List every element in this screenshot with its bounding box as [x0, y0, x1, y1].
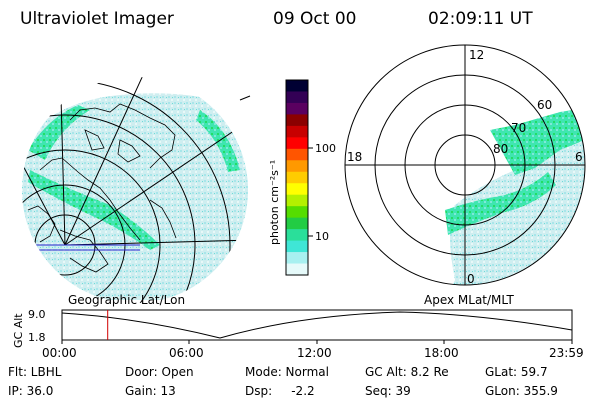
colorbar-cell	[286, 183, 308, 196]
mlat-label-80: 80	[493, 142, 508, 156]
apex-polar-map: 12 18 6 0 60 70 80 Apex MLat/MLT	[344, 44, 586, 307]
colorbar-label-100: 100	[315, 142, 336, 155]
info-glon: GLon: 355.9	[485, 384, 558, 398]
altitude-curve	[61, 311, 573, 339]
info-seq: Seq: 39	[365, 384, 411, 398]
altitude-plot-frame	[61, 309, 573, 341]
geo-auroral-band-east	[196, 110, 240, 172]
info-gc-alt: GC Alt: 8.2 Re	[365, 365, 449, 379]
colorbar-cell	[286, 252, 308, 265]
info-mode: Mode: Normal	[245, 365, 329, 379]
colorbar-cell	[286, 148, 308, 161]
colorbar-cell	[286, 125, 308, 138]
instrument-title: Ultraviolet Imager	[20, 9, 174, 29]
mlt-label-18: 18	[347, 150, 362, 164]
xtick-0000: 00:00	[42, 346, 77, 360]
colorbar-cell	[286, 91, 308, 104]
colorbar: 100 10 photon cm⁻²s⁻¹	[268, 79, 336, 276]
geographic-map: Geographic Lat/Lon	[22, 77, 251, 307]
colorbar-cell	[286, 160, 308, 173]
info-door: Door: Open	[125, 365, 194, 379]
mlat-label-70: 70	[511, 121, 526, 135]
colorbar-label-10: 10	[315, 230, 329, 243]
xtick-2359: 23:59	[549, 346, 584, 360]
apex-grid	[344, 44, 586, 286]
colorbar-cell	[286, 80, 308, 93]
apex-caption: Apex MLat/MLT	[424, 293, 514, 307]
xtick-1800: 18:00	[424, 346, 459, 360]
date-label: 09 Oct 00	[273, 9, 356, 29]
colorbar-cell	[286, 206, 308, 219]
altitude-ytick-high: 9.0	[28, 308, 46, 321]
geo-edge-tick	[239, 95, 251, 101]
info-dsp: Dsp: -2.2	[245, 384, 315, 398]
geo-reference-lines	[22, 244, 140, 251]
colorbar-cell	[286, 171, 308, 184]
colorbar-cell	[286, 137, 308, 150]
colorbar-cell	[286, 194, 308, 207]
mlt-label-6: 6	[575, 150, 583, 164]
info-ip: IP: 36.0	[8, 384, 53, 398]
colorbar-cell	[286, 263, 308, 276]
apex-auroral-band-dusk	[490, 108, 585, 175]
colorbar-cell	[286, 102, 308, 116]
geo-auroral-band-north	[28, 105, 90, 160]
apex-auroral-band-midnight	[445, 172, 556, 235]
colorbar-gradient	[286, 80, 308, 276]
info-block: Flt: LBHL Door: Open Mode: Normal GC Alt…	[8, 365, 558, 398]
xtick-1200: 12:00	[297, 346, 332, 360]
mlat-label-60: 60	[537, 98, 552, 112]
info-glat: GLat: 59.7	[485, 365, 548, 379]
colorbar-frame	[285, 79, 309, 276]
colorbar-cell	[286, 217, 308, 230]
geo-caption: Geographic Lat/Lon	[68, 293, 185, 307]
colorbar-cell	[286, 114, 308, 127]
time-label: 02:09:11 UT	[428, 9, 533, 29]
mlt-label-0: 0	[467, 272, 475, 286]
altitude-xticks	[61, 340, 573, 344]
altitude-ylabel: GC Alt	[12, 313, 25, 348]
colorbar-cell	[286, 240, 308, 253]
colorbar-unit-label: photon cm⁻²s⁻¹	[268, 160, 281, 245]
mlt-label-12: 12	[469, 48, 484, 62]
geo-auroral-band-main	[28, 170, 160, 250]
info-flt: Flt: LBHL	[8, 365, 62, 379]
altitude-ytick-low: 1.8	[28, 331, 46, 344]
info-gain: Gain: 13	[125, 384, 176, 398]
geo-coastlines	[27, 103, 177, 273]
altitude-plot: GC Alt 9.0 1.8 00:00 06:00 12:00 18:00 2…	[12, 308, 584, 360]
xtick-0600: 06:00	[169, 346, 204, 360]
colorbar-cell	[286, 229, 308, 242]
